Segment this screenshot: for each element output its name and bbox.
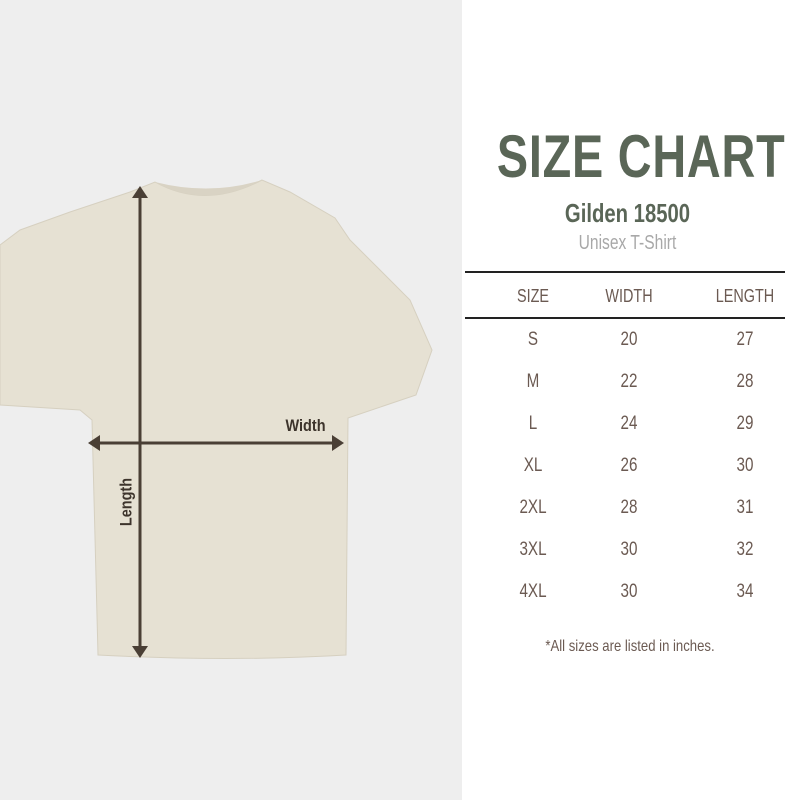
table-cell: M <box>526 371 540 392</box>
length-label: Length <box>116 477 136 527</box>
table-cell: 28 <box>620 497 638 518</box>
page-title: SIZE CHART <box>496 123 786 190</box>
tshirt-diagram <box>0 179 433 659</box>
table-cell: 26 <box>620 455 638 476</box>
table-cell: 29 <box>736 413 754 434</box>
table-cell: L <box>528 413 538 434</box>
column-header: WIDTH <box>605 286 653 306</box>
product-style: Unisex T-Shirt <box>578 232 677 254</box>
table-cell: 27 <box>736 329 754 350</box>
width-arrow-head-right <box>332 435 344 451</box>
table-cell: 30 <box>620 539 638 560</box>
width-arrow-head-left <box>88 435 100 451</box>
table-cell: 4XL <box>519 581 547 602</box>
table-cell: 31 <box>736 497 754 518</box>
table-cell: XL <box>523 455 543 476</box>
table-cell: 22 <box>620 371 638 392</box>
table-cell: 34 <box>736 581 754 602</box>
table-cell: 20 <box>620 329 638 350</box>
table-cell: 28 <box>736 371 754 392</box>
table-cell: 30 <box>736 455 754 476</box>
length-arrow-head-top <box>132 186 148 198</box>
table-cell: 2XL <box>519 497 547 518</box>
table-cell: 32 <box>736 539 754 560</box>
width-label: Width <box>285 416 326 435</box>
column-header: LENGTH <box>715 286 775 306</box>
length-arrow-head-bottom <box>132 646 148 658</box>
table-cell: 30 <box>620 581 638 602</box>
column-header: SIZE <box>516 286 549 306</box>
table-cell: S <box>527 329 539 350</box>
table-cell: 24 <box>620 413 638 434</box>
table-top-rule <box>465 271 785 273</box>
table-cell: 3XL <box>519 539 547 560</box>
footnote: *All sizes are listed in inches. <box>545 638 715 655</box>
tshirt-shape <box>0 179 433 659</box>
table-header-rule <box>465 317 785 319</box>
product-model: Gilden 18500 <box>564 198 691 228</box>
